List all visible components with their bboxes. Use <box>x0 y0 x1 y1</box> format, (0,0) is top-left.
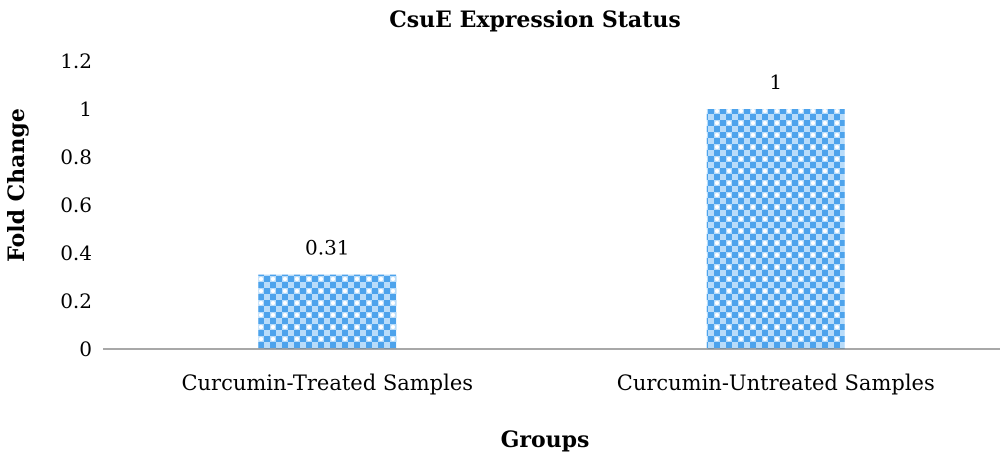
y-tick-label: 0 <box>79 337 92 361</box>
bar <box>706 109 845 349</box>
y-tick-label: 1 <box>79 97 92 121</box>
y-tick-label: 0.8 <box>60 145 92 169</box>
bars <box>258 109 845 349</box>
x-category-label: Curcumin-Untreated Samples <box>617 371 935 395</box>
data-labels: 0.31 1 <box>305 70 782 260</box>
y-axis-ticks: 0 0.2 0.4 0.6 0.8 1 1.2 <box>60 49 92 361</box>
category-labels: Curcumin-Treated Samples Curcumin-Untreat… <box>181 371 934 395</box>
y-tick-label: 1.2 <box>60 49 92 73</box>
y-axis-title: Fold Change <box>4 108 30 262</box>
y-tick-label: 0.4 <box>60 241 92 265</box>
x-axis-title: Groups <box>501 427 590 453</box>
bar-value-label: 1 <box>769 70 782 94</box>
bar-value-label: 0.31 <box>305 236 350 260</box>
y-tick-label: 0.2 <box>60 289 92 313</box>
x-category-label: Curcumin-Treated Samples <box>181 371 473 395</box>
y-tick-label: 0.6 <box>60 193 92 217</box>
chart-title: CsuE Expression Status <box>389 7 680 33</box>
bar <box>258 274 397 349</box>
